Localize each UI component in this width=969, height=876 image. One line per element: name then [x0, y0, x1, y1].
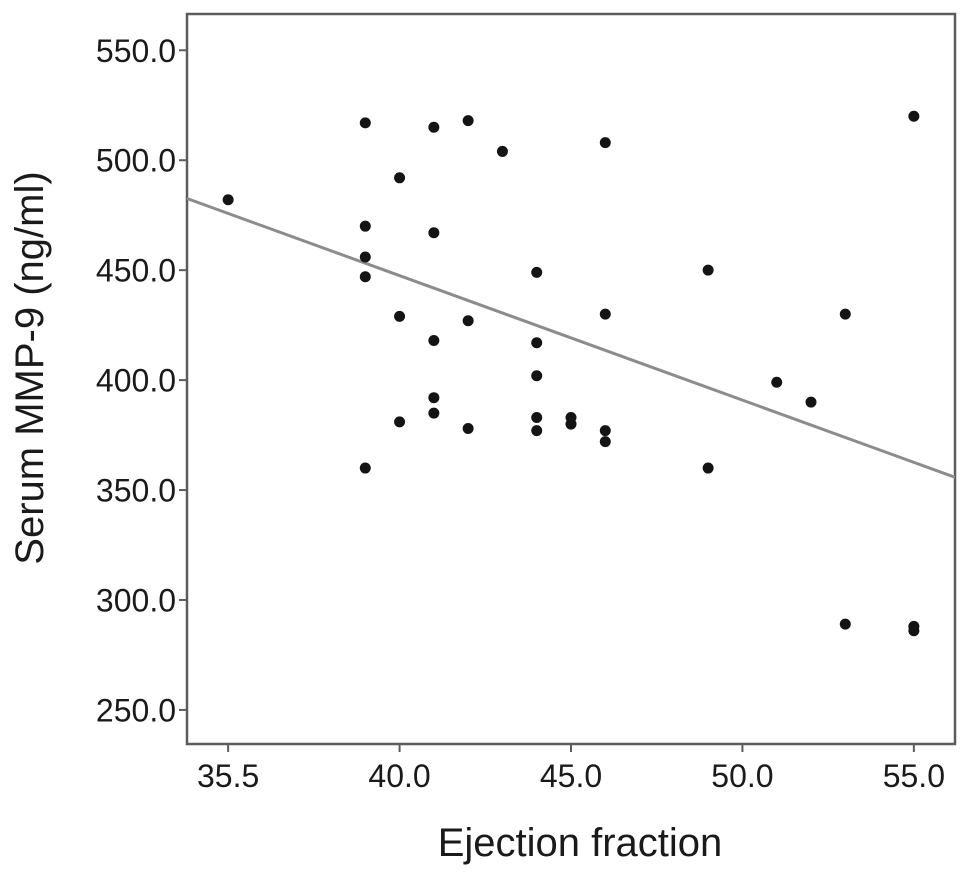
data-point: [531, 370, 543, 382]
y-axis: 250.0 300.0 350.0 400.0 450.0 500.0 550.0: [96, 33, 187, 728]
data-point: [428, 335, 440, 347]
y-tick-label: 350.0: [96, 473, 176, 509]
data-point: [771, 376, 783, 388]
data-point: [359, 220, 371, 232]
data-point: [428, 121, 440, 133]
data-point: [599, 308, 611, 320]
x-tick-label: 40.0: [368, 758, 430, 794]
data-point: [359, 251, 371, 263]
plot-frame: [185, 12, 957, 746]
x-tick-label: 50.0: [711, 758, 773, 794]
data-point: [805, 396, 817, 408]
y-tick-label: 300.0: [96, 582, 176, 618]
data-point: [462, 115, 474, 127]
data-point: [359, 271, 371, 283]
data-point: [359, 462, 371, 474]
data-point: [222, 194, 234, 206]
data-point: [496, 145, 508, 157]
data-point: [599, 137, 611, 149]
data-point: [599, 425, 611, 437]
regression-line: [186, 197, 956, 479]
x-tick-label: 55.0: [883, 758, 945, 794]
x-axis: 35.5 40.0 45.0 50.0 55.0: [197, 744, 945, 794]
data-point: [359, 117, 371, 129]
data-point: [531, 411, 543, 423]
data-point: [462, 422, 474, 434]
data-point: [428, 392, 440, 404]
data-point: [908, 110, 920, 122]
x-axis-title: Ejection fraction: [438, 821, 723, 865]
data-point: [839, 308, 851, 320]
data-point: [702, 462, 714, 474]
y-tick-label: 450.0: [96, 253, 176, 289]
data-points: [222, 110, 920, 637]
data-point: [394, 416, 406, 428]
y-tick-label: 550.0: [96, 33, 176, 69]
y-tick-label: 500.0: [96, 143, 176, 179]
data-point: [428, 407, 440, 419]
regression-line-group: [186, 197, 956, 479]
data-point: [599, 436, 611, 448]
data-point: [908, 625, 920, 637]
data-point: [531, 266, 543, 278]
data-point: [462, 315, 474, 327]
x-tick-label: 45.0: [540, 758, 602, 794]
data-point: [531, 425, 543, 437]
data-point: [394, 172, 406, 184]
data-point: [428, 227, 440, 239]
y-tick-label: 250.0: [96, 692, 176, 728]
data-point: [702, 264, 714, 276]
y-axis-title: Serum MMP-9 (ng/ml): [8, 171, 52, 564]
data-point: [565, 418, 577, 430]
data-point: [531, 337, 543, 349]
data-point: [839, 618, 851, 630]
x-tick-label: 35.5: [197, 758, 259, 794]
data-point: [394, 310, 406, 322]
y-tick-label: 400.0: [96, 363, 176, 399]
